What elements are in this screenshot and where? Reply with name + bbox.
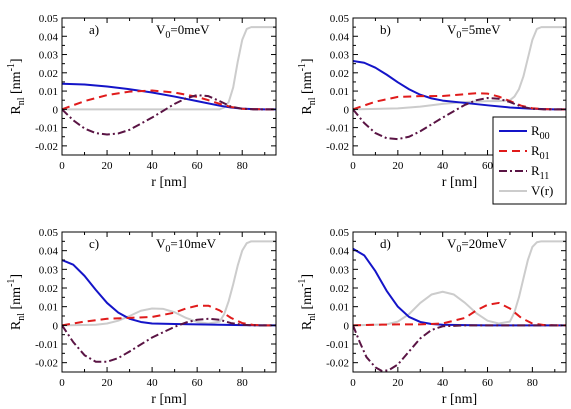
x-tick-label: 20	[392, 377, 404, 389]
y-tick-label: 0.03	[39, 50, 59, 62]
x-tick-label: 0	[350, 377, 356, 389]
series-line-r01	[62, 304, 276, 327]
x-tick-label: 40	[147, 160, 159, 172]
y-axis-label: Rnl [nm-1]	[6, 58, 27, 114]
y-tick-label: 0.01	[39, 86, 58, 98]
y-tick-label: 0.04	[330, 31, 350, 43]
panel-tag: c)	[89, 236, 99, 251]
voltage-annotation: V0=0meV	[156, 22, 210, 41]
y-tick-label: 0.02	[330, 68, 349, 80]
series-line-r11	[353, 97, 566, 141]
y-axis-label: Rnl [nm-1]	[6, 274, 27, 330]
panel-3: -0.02 -0.01 0 0.01 0.02 0.03 0.04 0.05 0 20 40 60 80…	[297, 227, 567, 407]
series-line-r01	[353, 301, 566, 327]
y-tick-label: -0.02	[326, 141, 349, 153]
panel-2: -0.02 -0.01 0 0.01 0.02 0.03 0.04 0.05 0 20 40 60 80…	[6, 227, 277, 407]
legend-label: R11	[531, 163, 549, 182]
y-tick-label: -0.02	[35, 141, 58, 153]
y-tick-label: -0.01	[35, 123, 58, 135]
series-line-vr	[353, 26, 566, 111]
x-tick-label: 60	[192, 160, 204, 172]
x-tick-label: 40	[437, 377, 449, 389]
series-line-r00	[353, 59, 566, 111]
y-tick-label: 0.05	[39, 227, 59, 239]
y-tick-label: 0	[53, 320, 59, 332]
y-tick-label: 0.05	[330, 227, 350, 239]
x-tick-label: 40	[147, 377, 159, 389]
x-tick-label: 20	[102, 160, 114, 172]
plot-frame	[352, 231, 567, 373]
y-tick-label: 0.05	[330, 13, 350, 25]
series-line-r00	[62, 259, 276, 327]
panel-0: -0.02 -0.01 0 0.01 0.02 0.03 0.04 0.05 0 20 40 60 80…	[6, 13, 277, 190]
x-tick-label: 0	[59, 377, 65, 389]
y-tick-label: 0.04	[39, 31, 59, 43]
x-axis-label: r [nm]	[151, 392, 186, 407]
x-tick-label: 80	[237, 377, 249, 389]
x-tick-label: 60	[482, 377, 494, 389]
voltage-annotation: V0=20meV	[447, 236, 508, 255]
series-line-r11	[62, 94, 276, 136]
y-tick-label: 0.01	[39, 302, 58, 314]
y-axis-label: Rnl [nm-1]	[297, 58, 318, 114]
y-tick-label: -0.01	[35, 339, 58, 351]
series-line-r01	[62, 89, 276, 111]
y-tick-label: -0.02	[35, 358, 58, 370]
panel-tag: b)	[380, 22, 391, 37]
series-line-r00	[62, 82, 276, 111]
y-tick-label: 0.01	[330, 86, 349, 98]
y-tick-label: -0.02	[326, 358, 349, 370]
panel-tag: d)	[380, 236, 391, 251]
y-tick-label: 0.03	[330, 50, 350, 62]
plot-frame	[61, 231, 277, 373]
y-tick-label: 0.01	[330, 302, 349, 314]
voltage-annotation: V0=10meV	[156, 236, 217, 255]
y-tick-label: 0.03	[330, 264, 350, 276]
legend-label: R01	[531, 143, 550, 162]
series-line-vr	[62, 240, 276, 327]
voltage-annotation: V0=5meV	[447, 22, 501, 41]
y-tick-label: 0.02	[39, 68, 58, 80]
legend-label: V(r)	[531, 183, 553, 198]
plot-frame	[352, 17, 567, 156]
panel-1: -0.02-0.0100.010.020.030.040.05020406080…	[297, 13, 567, 190]
y-tick-label: 0.02	[39, 283, 58, 295]
y-tick-label: 0.02	[330, 283, 349, 295]
x-tick-label: 0	[59, 160, 65, 172]
x-tick-label: 20	[102, 377, 114, 389]
y-tick-label: 0.05	[39, 13, 59, 25]
legend-label: R00	[531, 123, 550, 142]
panel-tag: a)	[89, 22, 99, 37]
x-tick-label: 80	[237, 160, 249, 172]
series-line-r01	[353, 92, 566, 111]
y-tick-label: 0.04	[39, 246, 59, 258]
x-tick-label: 60	[192, 377, 204, 389]
y-tick-label: -0.01	[326, 339, 349, 351]
x-tick-label: 80	[527, 377, 539, 389]
series-line-r11	[62, 317, 276, 363]
x-tick-label: 40	[437, 160, 449, 172]
y-tick-label: 0.03	[39, 264, 59, 276]
series-line-r00	[353, 247, 566, 327]
y-tick-label: -0.01	[326, 123, 349, 135]
x-axis-label: r [nm]	[442, 392, 477, 407]
plot-frame	[61, 17, 277, 156]
series-line-vr	[353, 240, 566, 327]
y-axis-label: Rnl [nm-1]	[297, 274, 318, 330]
y-tick-label: 0.04	[330, 246, 350, 258]
x-tick-label: 0	[350, 160, 356, 172]
y-tick-label: 0	[344, 320, 350, 332]
y-tick-label: 0	[344, 104, 350, 116]
series-line-vr	[62, 26, 276, 111]
x-axis-label: r [nm]	[442, 175, 477, 190]
x-tick-label: 20	[392, 160, 404, 172]
x-axis-label: r [nm]	[151, 175, 186, 190]
series-line-r11	[353, 324, 566, 372]
y-tick-label: 0	[53, 104, 59, 116]
x-tick-label: 60	[482, 160, 494, 172]
